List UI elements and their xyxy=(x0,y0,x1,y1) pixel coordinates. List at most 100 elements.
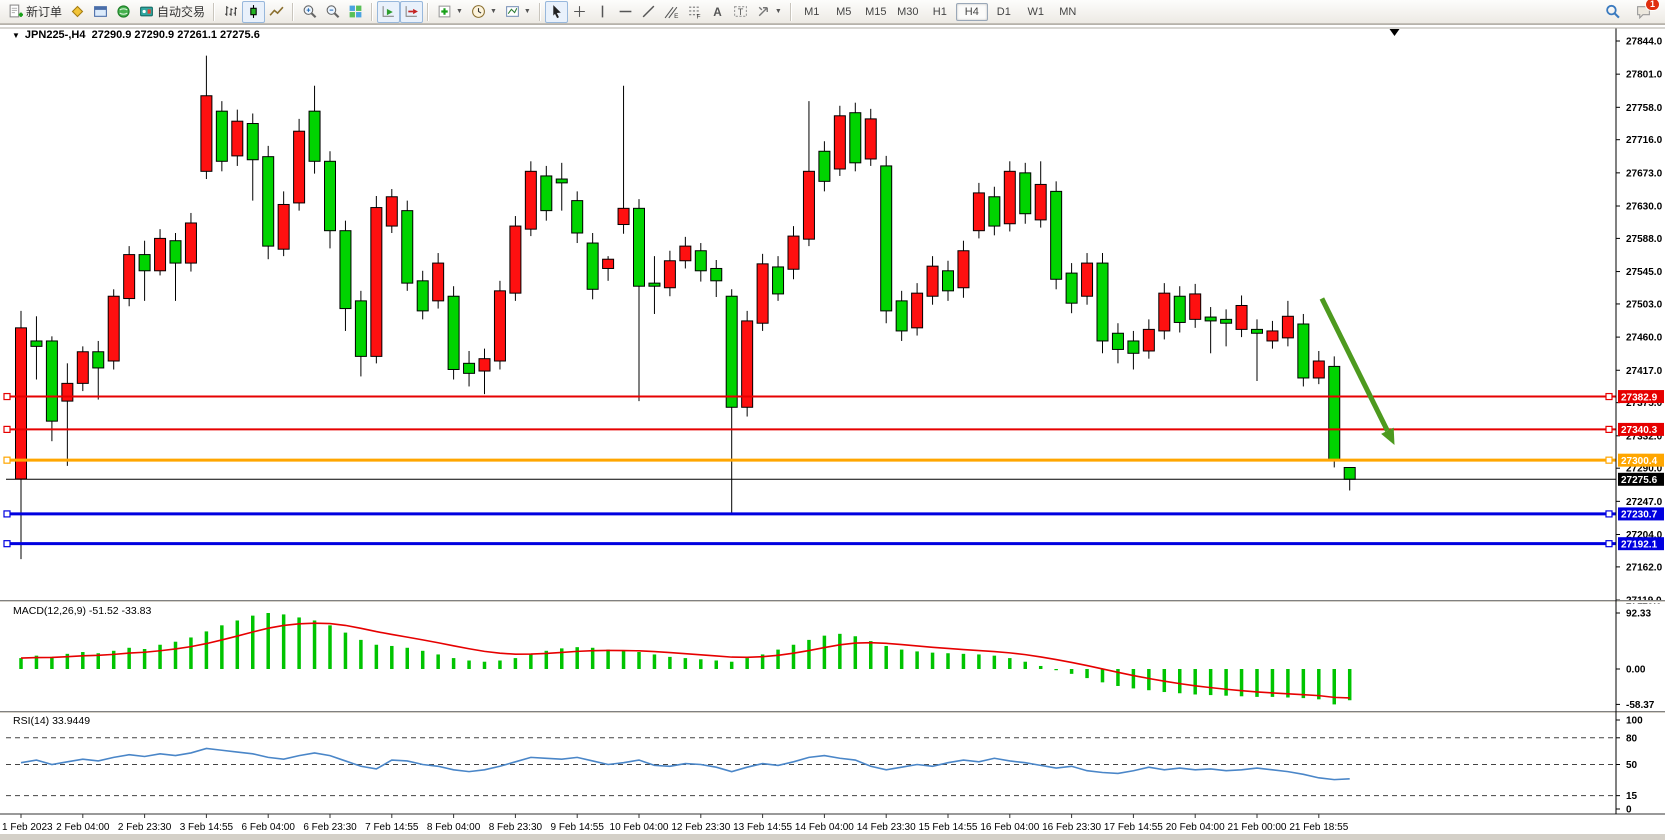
line-handle[interactable] xyxy=(1605,425,1613,434)
crosshair-button[interactable] xyxy=(568,1,591,23)
candle-body xyxy=(308,110,321,162)
candle-body xyxy=(1081,262,1094,297)
arrows-button[interactable]: ▼ xyxy=(752,1,786,23)
candle-body xyxy=(756,263,769,324)
line-handle[interactable] xyxy=(3,425,11,434)
search-button[interactable] xyxy=(1601,1,1624,23)
vertical-line-button[interactable] xyxy=(591,1,614,23)
chevron-down-icon[interactable]: ▼ xyxy=(523,8,531,15)
periods-button[interactable]: ▼ xyxy=(467,1,501,23)
timeframe-m15[interactable]: M15 xyxy=(865,5,887,18)
zoom-out-button[interactable] xyxy=(321,1,344,23)
vline-icon xyxy=(595,4,610,19)
trend-arrow[interactable] xyxy=(1319,297,1395,446)
line-handle[interactable] xyxy=(3,392,11,401)
autoscroll-icon xyxy=(381,4,396,19)
timeframe-m30[interactable]: M30 xyxy=(897,5,919,18)
candlestick-chart-button[interactable] xyxy=(242,0,266,23)
candle-body xyxy=(524,170,537,230)
timeframe-m5[interactable]: M5 xyxy=(836,5,852,18)
pane-borders xyxy=(0,27,1665,815)
svg-text:27340.3: 27340.3 xyxy=(1621,425,1658,436)
horizontal-line-button[interactable] xyxy=(614,1,637,23)
auto-scroll-button[interactable] xyxy=(377,0,401,23)
trendline-button[interactable] xyxy=(637,1,660,23)
candle-body xyxy=(957,250,970,289)
candle-body xyxy=(107,295,120,362)
candle-body xyxy=(1235,304,1248,330)
text-label-button[interactable]: T xyxy=(729,1,752,23)
market-watch-button[interactable] xyxy=(66,1,89,23)
svg-text:15 Feb 14:55: 15 Feb 14:55 xyxy=(919,822,978,833)
line-chart-button[interactable] xyxy=(265,1,288,23)
navigator-button[interactable] xyxy=(112,1,135,23)
chart-canvas[interactable]: 27844.0 27801.0 27758.0 27716.0 27673.0 27630… xyxy=(0,25,1665,840)
line-handle[interactable] xyxy=(1605,540,1613,548)
svg-text:27192.1: 27192.1 xyxy=(1621,539,1658,550)
toolbar-separator xyxy=(789,2,792,21)
equidistant-channel-button[interactable]: E xyxy=(660,1,683,23)
candle-body xyxy=(1281,315,1294,339)
svg-text:27503.0: 27503.0 xyxy=(1626,299,1663,310)
line-handle[interactable] xyxy=(1605,392,1613,401)
line-handle[interactable] xyxy=(3,510,11,518)
chevron-down-icon[interactable]: ▼ xyxy=(489,8,497,15)
data-window-button[interactable] xyxy=(89,1,112,23)
new-order-button[interactable]: 新订单 xyxy=(4,1,66,23)
line-handle[interactable] xyxy=(3,540,11,548)
candle-body xyxy=(571,200,584,234)
candle-body xyxy=(864,118,877,160)
timeframe-m1[interactable]: M1 xyxy=(804,5,820,18)
chart-shift-button[interactable] xyxy=(400,0,424,23)
toolbar-group xyxy=(377,0,424,24)
cursor-button[interactable] xyxy=(544,0,568,23)
candle-body xyxy=(184,222,197,264)
svg-text:21 Feb 18:55: 21 Feb 18:55 xyxy=(1289,822,1348,833)
timeframe-mn[interactable]: MN xyxy=(1059,5,1077,18)
timeframe-w1[interactable]: W1 xyxy=(1027,5,1045,18)
svg-text:14 Feb 23:30: 14 Feb 23:30 xyxy=(857,822,916,833)
candle-body xyxy=(92,351,105,369)
timeframe-d1[interactable]: D1 xyxy=(996,5,1011,18)
bottom-strip xyxy=(0,834,1665,840)
time-axis[interactable]: 1 Feb 2023 2 Feb 04:00 2 Feb 23:30 3 Feb 14… xyxy=(2,814,1349,833)
templates-button[interactable]: ▼ xyxy=(501,1,535,23)
chart-menu-caret-icon[interactable]: ▼ xyxy=(12,31,20,40)
candle-body xyxy=(1266,330,1279,342)
chart-shift-marker-icon[interactable] xyxy=(1389,29,1400,36)
candle-body xyxy=(401,210,414,284)
chevron-down-icon[interactable]: ▼ xyxy=(774,8,782,15)
candle-body xyxy=(988,196,1001,227)
tile-windows-button[interactable] xyxy=(344,1,367,23)
notifications-button[interactable]: 1 xyxy=(1632,0,1660,23)
chevron-down-icon[interactable]: ▼ xyxy=(456,8,463,15)
candle-body xyxy=(339,230,352,310)
timeframe-h1[interactable]: H1 xyxy=(932,5,947,18)
candle-body xyxy=(1158,292,1171,332)
svg-text:27460.0: 27460.0 xyxy=(1626,333,1663,344)
indicators-button[interactable]: ▼ xyxy=(433,1,467,23)
line-handle[interactable] xyxy=(1605,456,1613,464)
doc-plus-icon xyxy=(8,4,23,19)
svg-text:27716.0: 27716.0 xyxy=(1626,135,1663,146)
zoom-in-button[interactable] xyxy=(298,1,321,23)
rsi-pane: 100 80 50 15 0 xyxy=(6,716,1643,816)
timeframe-group: M1 M5 M15 M30 H1 H4 D1 W1 MN xyxy=(796,0,1084,24)
timeframe-h4[interactable]: H4 xyxy=(955,2,988,21)
text-button[interactable]: A xyxy=(706,1,729,23)
trendline-icon xyxy=(641,4,656,19)
line-handle[interactable] xyxy=(3,456,11,464)
line-handle[interactable] xyxy=(1605,510,1613,518)
candle-body xyxy=(833,115,846,170)
candle-body xyxy=(1034,183,1047,221)
svg-text:27545.0: 27545.0 xyxy=(1626,267,1663,278)
auto-trading-button[interactable]: 自动交易 xyxy=(135,1,209,23)
svg-text:E: E xyxy=(674,13,678,19)
fibonacci-button[interactable]: F xyxy=(683,1,706,23)
svg-text:27588.0: 27588.0 xyxy=(1626,234,1663,245)
candle-body xyxy=(1003,170,1016,225)
label-t-icon: T xyxy=(733,4,748,19)
bar-chart-button[interactable] xyxy=(219,1,242,23)
price-levels-layer[interactable]: 27382.9 27340.3 27300.4 27230.7 27192.1 xyxy=(3,390,1664,550)
